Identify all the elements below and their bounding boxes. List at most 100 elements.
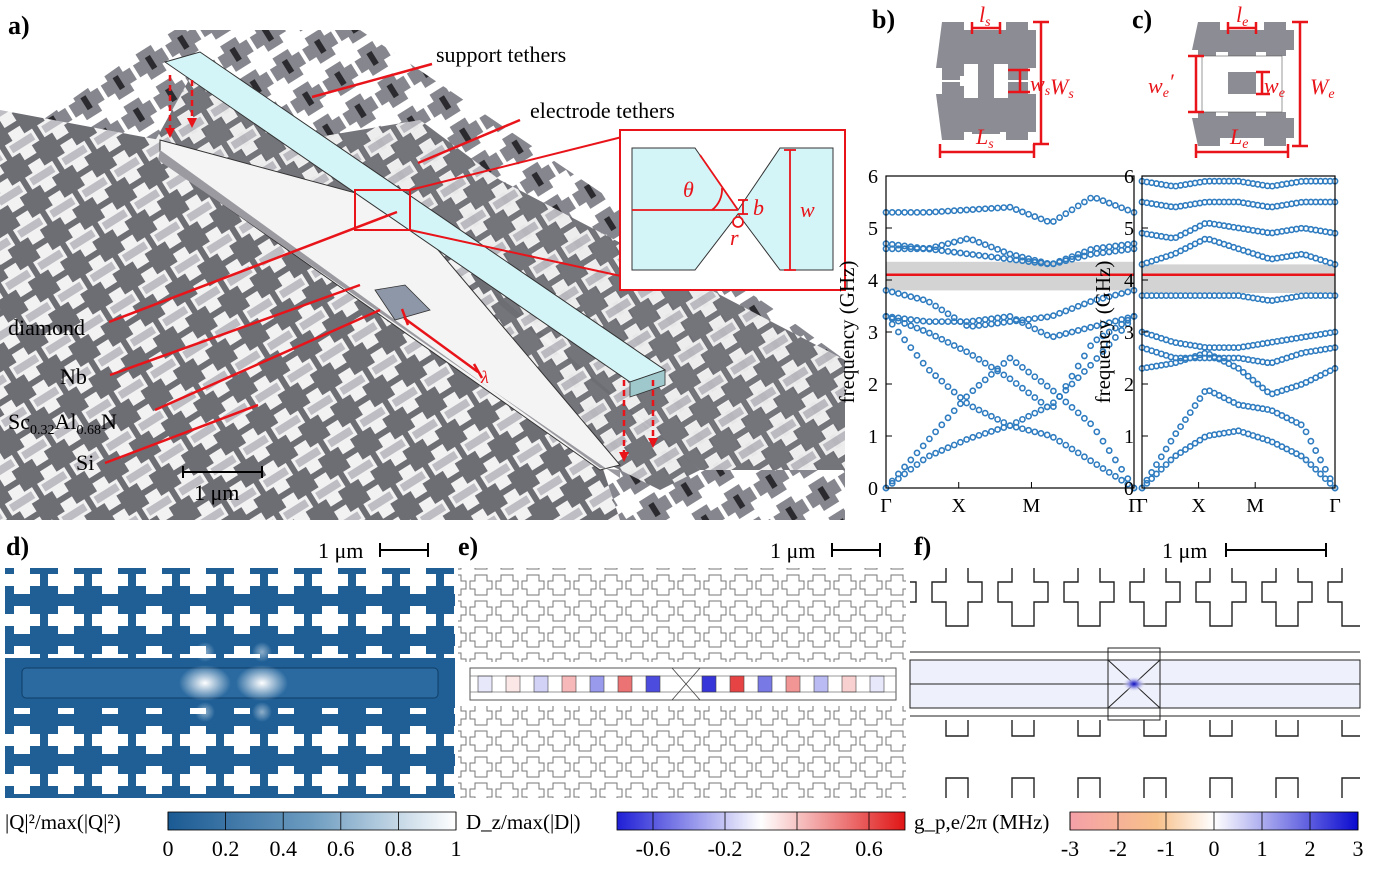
band-b-band-4-point [1118,316,1125,323]
band-c-ytick: 6 [1124,166,1134,188]
band-b-band-0-point [1050,387,1057,395]
band-b-xtick: Γ [880,495,892,517]
band-c-band-0-point [1312,447,1320,454]
band-b-band-7-point [957,237,964,244]
band-b-ytick: 5 [868,218,878,240]
band-b-band-2-point [1112,334,1119,341]
band-b-band-2-point [1006,422,1014,429]
band-c-ytick: 1 [1124,426,1134,448]
colorbar-d-tick: 0.6 [327,836,355,861]
colorbar-f-tick: 2 [1305,836,1316,861]
band-b-band-0-point [1087,420,1094,428]
band-b-band-6-point [1074,254,1082,262]
band-c-xtick: M [1246,495,1264,517]
band-b-band-1-point [994,426,1001,433]
colorbar-e-tick: 0.6 [855,836,883,861]
band-c-band-0-point [1162,445,1170,453]
nb-label: Nb [60,364,87,389]
colorbar-f-tick: -2 [1109,836,1127,861]
band-b-band-5-point [919,296,927,304]
band-b-band-7-point [1099,244,1107,251]
band-b-band-7-point [981,241,989,249]
band-b-band-2-point [1099,348,1107,355]
band-b-band-4-point [1074,327,1082,334]
band-c-band-0-point [1157,453,1165,461]
band-b-band-5-point [907,293,915,301]
band-c-band-1-point [1317,470,1324,478]
diamond-label: diamond [8,315,85,340]
band-b-band-7-point [907,243,915,251]
band-b-band-6-point [944,247,952,255]
band-b-band-6-point [975,251,983,259]
band-b-band-5-point [938,306,946,314]
band-c-band-0-point [1177,423,1184,431]
band-c-band-1-point [1148,475,1156,483]
band-b-band-1-point [1118,476,1125,484]
band-c-axes [1141,175,1336,489]
svg-text:We: We [1310,74,1335,102]
band-b-band-6-point [957,249,964,257]
colorbar-e-label: D_z/max(|D|) [466,810,581,834]
band-b-band-1-point [944,444,952,452]
inset-notch-geometry: θ b r w [619,129,846,291]
band-b-band-4-point [1081,325,1088,333]
colorbar-d-tick: 1 [451,836,462,861]
charge-cell [701,675,717,693]
band-b-band-4-point [963,318,970,325]
charge-cell [561,675,577,693]
band-b-band-1-point [919,456,927,464]
band-b-band-1-point [1043,431,1051,439]
panel-label-a: a) [8,11,30,40]
band-b-band-5-point [1099,294,1107,302]
band-c-xtick: X [1191,495,1206,517]
band-b-band-7-point [1037,258,1045,266]
charge-cell [589,675,605,693]
band-b-band-3-point [1037,398,1045,406]
band-b-band-2-point [1031,409,1039,417]
band-b-band-4-point [1087,323,1094,331]
band-b-band-7-point [932,243,939,251]
band-b-band-8-point [888,208,896,216]
band-b-band-2-point [895,328,902,336]
band-b-band-5-point [1062,307,1070,315]
band-b-band-0-point [1012,359,1020,367]
panel-label-e: e) [458,532,478,561]
band-b-band-2-point [969,403,977,411]
band-b-band-5-point [963,322,970,329]
band-b-band-5-point [1025,315,1032,323]
band-b-band-0-point [1000,360,1008,367]
band-b-band-4-point [1093,322,1101,330]
band-b-band-5-point [913,294,921,302]
band-b-band-1-point [1093,461,1101,468]
band-b-band-3-point [957,345,964,353]
scalebar-e-label: 1 μm [770,538,815,563]
band-c-band-1-point [1157,465,1165,473]
band-b-band-8-point [1019,208,1026,216]
svg-text:ws: ws [1030,71,1051,99]
band-c-band-0-point [1317,456,1324,464]
band-b-band-3-point [944,338,952,346]
panel-label-c: c) [1132,5,1152,34]
zoom-box [354,189,411,231]
svg-text:we′: we′ [1148,69,1175,101]
support-tethers-label: support tethers [436,42,566,67]
charge-cell [477,675,493,693]
band-b-band-8-point [1000,204,1008,211]
electrode-crystal-region [0,110,620,520]
colorbar-e-tick: 0.2 [783,836,811,861]
band-b-band-0-point [957,400,964,408]
band-b-band-8-point [963,206,970,214]
band-b-band-2-point [1105,341,1113,348]
band-b-band-2-point [907,344,915,351]
band-b-band-6-point [994,254,1001,262]
band-b-band-3-point [1062,382,1070,390]
band-b-band-1-point [1081,453,1088,461]
band-b-band-3-point [1074,362,1082,370]
band-b-band-3-point [1124,316,1132,324]
band-b-band-4-point [1056,331,1063,339]
band-c-band-0-point [1172,430,1180,438]
band-b-band-0-point [1105,447,1113,454]
band-b-band-8-point [1087,194,1094,202]
scalebar-d-label: 1 μm [318,538,363,563]
